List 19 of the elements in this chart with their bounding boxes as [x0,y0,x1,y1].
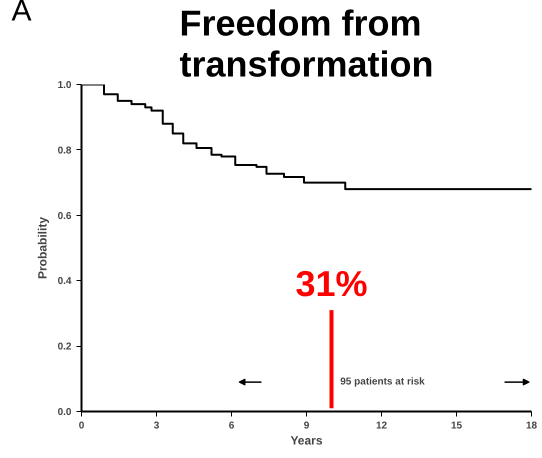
x-tick-label: 0 [78,420,85,432]
annotation: 31% [295,263,368,304]
y-tick-label: 0.0 [58,407,72,418]
x-tick-label: 9 [304,420,310,432]
x-tick-label: 18 [526,420,538,432]
x-tick-label: 3 [154,420,160,432]
x-tick-label: 15 [450,420,462,432]
y-tick-label: 0.4 [58,276,72,288]
y-tick-label: 0.8 [58,145,72,156]
y-tick-label: 0.2 [58,342,72,353]
y-tick-label: 1.0 [58,80,72,91]
chart-title: Freedom from transformation [179,2,434,84]
y-axis-title: Probability [36,216,50,280]
x-tick-label: 12 [376,420,388,432]
text: A [12,0,32,28]
y-tick-label: 0.6 [58,210,72,222]
x-axis-title: Years [290,434,323,448]
x-tick-label: 6 [228,420,235,432]
annotation: 95 patients at risk [340,376,426,388]
